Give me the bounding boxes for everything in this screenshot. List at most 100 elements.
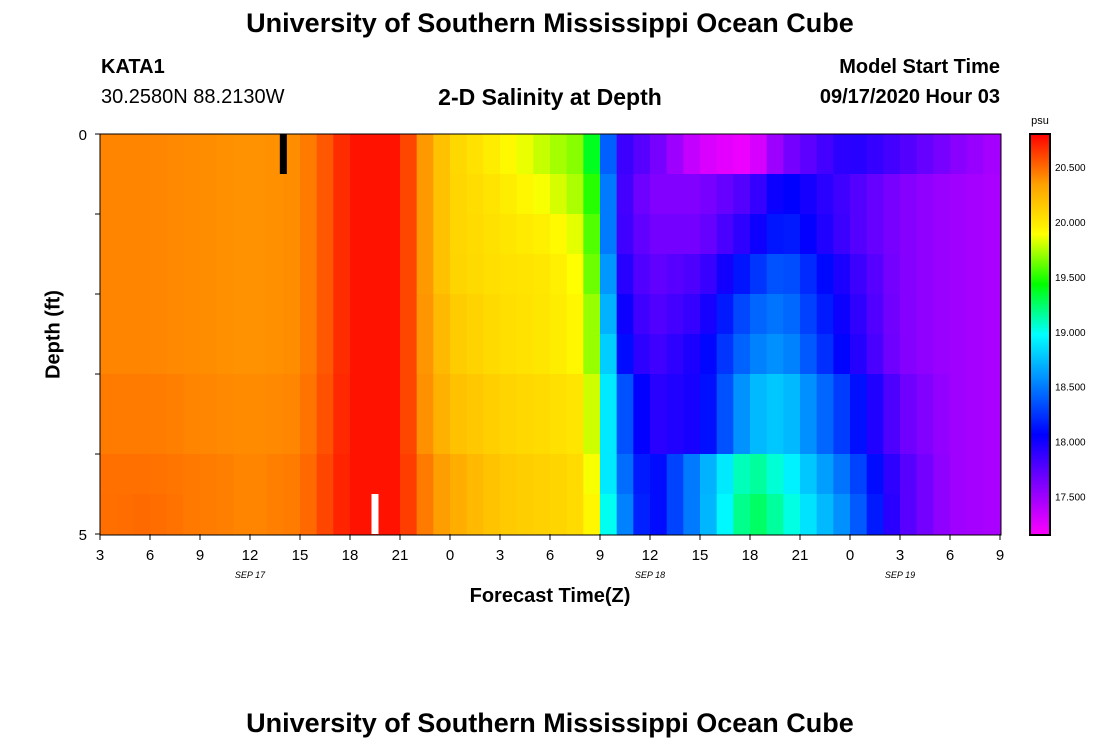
heatmap-cell bbox=[566, 214, 584, 255]
colorbar-unit: psu bbox=[1031, 115, 1049, 127]
heatmap-cell bbox=[383, 334, 401, 375]
heatmap-cell bbox=[200, 254, 218, 295]
colorbar: psu 17.500 18.000 18.500 19.000 19.500 20.000 2… bbox=[1029, 115, 1086, 536]
heatmap-cell bbox=[400, 374, 418, 415]
heatmap-cell bbox=[150, 414, 168, 455]
heatmap-cell bbox=[533, 134, 551, 175]
y-axis: 05 bbox=[79, 127, 100, 544]
heatmap-cell bbox=[116, 454, 134, 495]
heatmap-cell bbox=[700, 294, 718, 335]
heatmap-cell bbox=[816, 374, 834, 415]
heatmap-cell bbox=[166, 414, 184, 455]
heatmap-cell bbox=[850, 254, 868, 295]
heatmap-cell bbox=[116, 134, 134, 175]
heatmap-cell bbox=[550, 294, 568, 335]
heatmap-cell bbox=[200, 374, 218, 415]
heatmap-cell bbox=[450, 414, 468, 455]
heatmap-cell bbox=[366, 134, 384, 175]
heatmap-cell bbox=[216, 214, 234, 255]
heatmap-cell bbox=[850, 134, 868, 175]
heatmap-cell bbox=[633, 374, 651, 415]
current-time-marker bbox=[279, 134, 287, 174]
heatmap-cell bbox=[433, 334, 451, 375]
heatmap-cell bbox=[133, 414, 151, 455]
heatmap-cell bbox=[833, 294, 851, 335]
x-tick-label: 9 bbox=[596, 547, 604, 564]
heatmap-cell bbox=[766, 414, 784, 455]
heatmap-cell bbox=[100, 334, 118, 375]
heatmap-cell bbox=[150, 134, 168, 175]
heatmap-cell bbox=[583, 254, 601, 295]
heatmap-cell bbox=[116, 294, 134, 335]
heatmap-cell bbox=[916, 214, 934, 255]
heatmap-cell bbox=[283, 334, 301, 375]
heatmap-cell bbox=[283, 454, 301, 495]
heatmap-cell bbox=[633, 294, 651, 335]
date-label: SEP 19 bbox=[885, 570, 915, 580]
heatmap-cell bbox=[466, 214, 484, 255]
heatmap-cell bbox=[883, 494, 901, 535]
heatmap-cell bbox=[966, 334, 984, 375]
heatmap-cell bbox=[383, 494, 401, 535]
heatmap-cell bbox=[216, 254, 234, 295]
heatmap-cell bbox=[483, 494, 501, 535]
heatmap-cell bbox=[633, 254, 651, 295]
heatmap-cell bbox=[100, 174, 118, 215]
heatmap-cell bbox=[716, 174, 734, 215]
x-tick-label: 3 bbox=[496, 547, 504, 564]
heatmap-cell bbox=[433, 134, 451, 175]
heatmap-cell bbox=[433, 494, 451, 535]
x-tick-label: 15 bbox=[292, 547, 309, 564]
heatmap-cell bbox=[683, 374, 701, 415]
heatmap-cell bbox=[433, 214, 451, 255]
heatmap-cell bbox=[350, 294, 368, 335]
heatmap-cell bbox=[816, 174, 834, 215]
station-id: KATA1 bbox=[101, 56, 165, 78]
heatmap-cell bbox=[633, 414, 651, 455]
heatmap-cell bbox=[200, 174, 218, 215]
heatmap-cell bbox=[450, 134, 468, 175]
observation-marker bbox=[371, 494, 379, 534]
heatmap-cell bbox=[883, 374, 901, 415]
x-tick-label: 9 bbox=[196, 547, 204, 564]
heatmap-cell bbox=[783, 294, 801, 335]
heatmap-cell bbox=[733, 374, 751, 415]
heatmap-cell bbox=[783, 334, 801, 375]
heatmap-cell bbox=[366, 294, 384, 335]
heatmap-cell bbox=[516, 334, 534, 375]
heatmap-cell bbox=[533, 174, 551, 215]
heatmap-cell bbox=[716, 414, 734, 455]
heatmap-cell bbox=[566, 174, 584, 215]
heatmap-cell bbox=[966, 174, 984, 215]
heatmap-cell bbox=[316, 214, 334, 255]
heatmap-cell bbox=[533, 294, 551, 335]
heatmap-cell bbox=[183, 254, 201, 295]
heatmap-cell bbox=[416, 294, 434, 335]
heatmap-cell bbox=[300, 494, 318, 535]
heatmap-cell bbox=[766, 374, 784, 415]
heatmap-cell bbox=[816, 454, 834, 495]
heatmap-cell bbox=[133, 334, 151, 375]
heatmap-cell bbox=[166, 134, 184, 175]
heatmap-cell bbox=[750, 174, 768, 215]
heatmap-cell bbox=[900, 414, 918, 455]
heatmap-cell bbox=[683, 454, 701, 495]
heatmap-cell bbox=[350, 374, 368, 415]
heatmap-cell bbox=[400, 454, 418, 495]
heatmap-cell bbox=[566, 494, 584, 535]
heatmap-cell bbox=[666, 454, 684, 495]
heatmap-cell bbox=[566, 454, 584, 495]
heatmap-cell bbox=[616, 174, 634, 215]
heatmap-cell bbox=[766, 134, 784, 175]
heatmap-cell bbox=[350, 454, 368, 495]
heatmap-cell bbox=[900, 334, 918, 375]
x-tick-label: 15 bbox=[692, 547, 709, 564]
heatmap-cell bbox=[383, 414, 401, 455]
heatmap-cell bbox=[366, 414, 384, 455]
heatmap-cell bbox=[716, 254, 734, 295]
heatmap-cell bbox=[550, 374, 568, 415]
heatmap-cell bbox=[366, 454, 384, 495]
heatmap-cell bbox=[883, 294, 901, 335]
heatmap-cell bbox=[983, 334, 1001, 375]
heatmap-cell bbox=[816, 494, 834, 535]
